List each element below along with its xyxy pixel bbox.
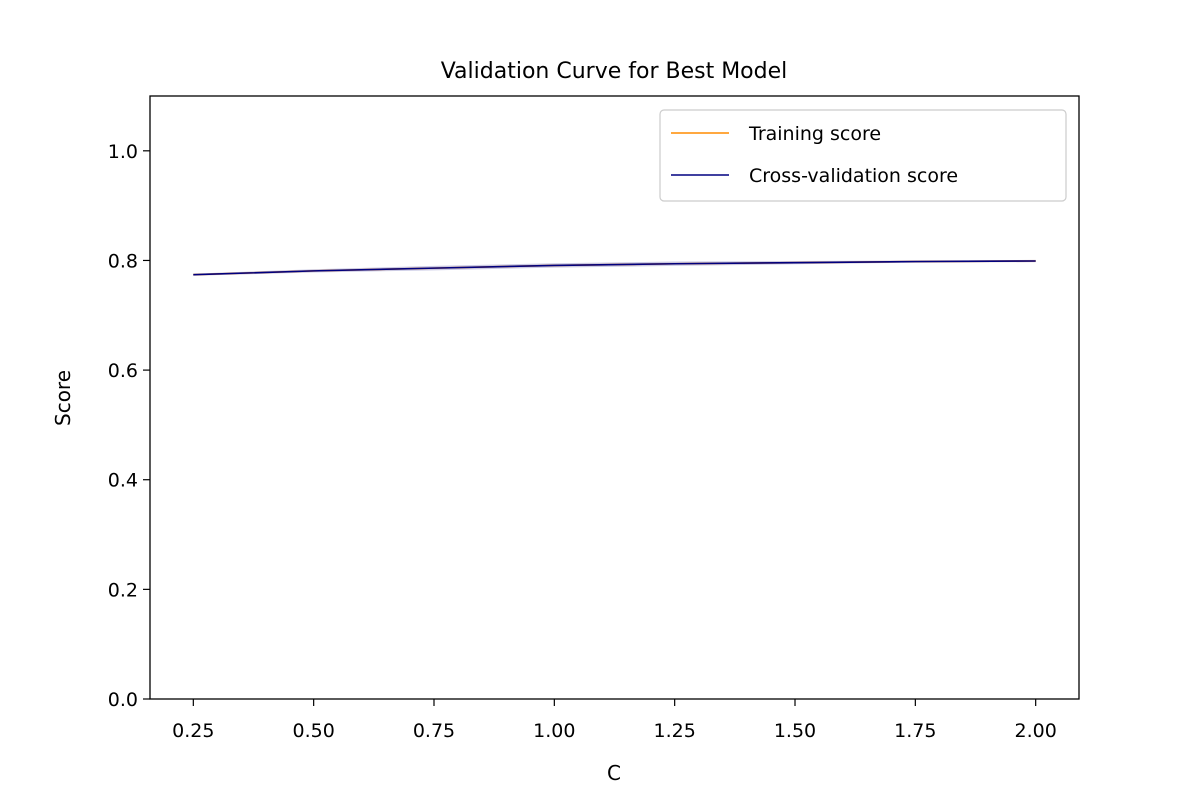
y-tick-label: 0.4 [108,470,138,492]
y-tick-label: 1.0 [108,141,138,163]
legend-box [659,109,1067,202]
x-axis-label: C [607,761,621,785]
x-tick-label: 2.00 [1015,720,1057,742]
y-axis-label: Score [51,370,75,426]
y-tick-label: 0.2 [108,579,138,601]
chart-title: Validation Curve for Best Model [441,59,788,84]
plot-area [193,259,1036,276]
x-tick-label: 0.50 [293,720,335,742]
legend: Training score Cross-validation score [659,109,1067,202]
y-tick-label: 0.0 [108,689,138,711]
x-tick-label: 1.75 [894,720,936,742]
series-1-line [193,260,1036,276]
y-tick-label: 0.6 [108,360,138,382]
series-1-band [193,259,1036,276]
legend-label-cross-validation: Cross-validation score [749,165,958,187]
x-tick-label: 0.25 [172,720,214,742]
legend-label-training: Training score [748,123,881,145]
x-tick-label: 0.75 [413,720,455,742]
axis-ticks: 0.25 0.50 0.75 1.00 1.25 1.50 1.75 2.00 0.0 0.2 0.… [108,141,1057,742]
plot-frame [149,95,1080,700]
x-tick-label: 1.00 [533,720,575,742]
x-tick-label: 1.25 [654,720,696,742]
x-tick-label: 1.50 [774,720,816,742]
y-tick-label: 0.8 [108,250,138,272]
